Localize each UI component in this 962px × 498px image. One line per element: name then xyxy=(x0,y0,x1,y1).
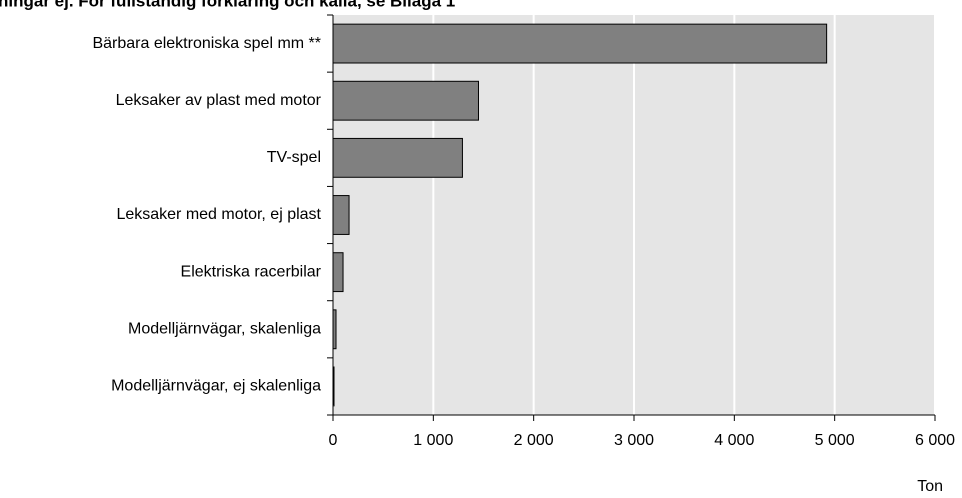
bar xyxy=(332,80,479,121)
y-tick-label: Modelljärnvägar, ej skalenliga xyxy=(111,378,321,395)
x-axis-label: Ton xyxy=(917,478,943,495)
y-tick-label: Leksaker med motor, ej plast xyxy=(116,206,321,223)
x-tick-label: 1 000 xyxy=(413,432,453,449)
y-tick-label: Leksaker av plast med motor xyxy=(116,92,322,109)
bar xyxy=(332,137,463,178)
y-tick-label: TV-spel xyxy=(267,149,321,166)
x-tick-label: 4 000 xyxy=(714,432,754,449)
chart-title: ningar ej. För fullständig förklaring oc… xyxy=(0,0,455,10)
y-tick-label: Elektriska racerbilar xyxy=(181,263,322,280)
bar xyxy=(332,252,344,293)
y-tick-label: Modelljärnvägar, skalenliga xyxy=(128,321,321,338)
x-tick-label: 5 000 xyxy=(815,432,855,449)
x-tick-label: 3 000 xyxy=(614,432,654,449)
y-tick-label: Bärbara elektroniska spel mm ** xyxy=(92,35,321,52)
x-tick-label: 0 xyxy=(329,432,338,449)
bar xyxy=(332,23,828,64)
x-tick-label: 2 000 xyxy=(514,432,554,449)
bar xyxy=(332,195,350,235)
x-tick-label: 6 000 xyxy=(915,432,955,449)
